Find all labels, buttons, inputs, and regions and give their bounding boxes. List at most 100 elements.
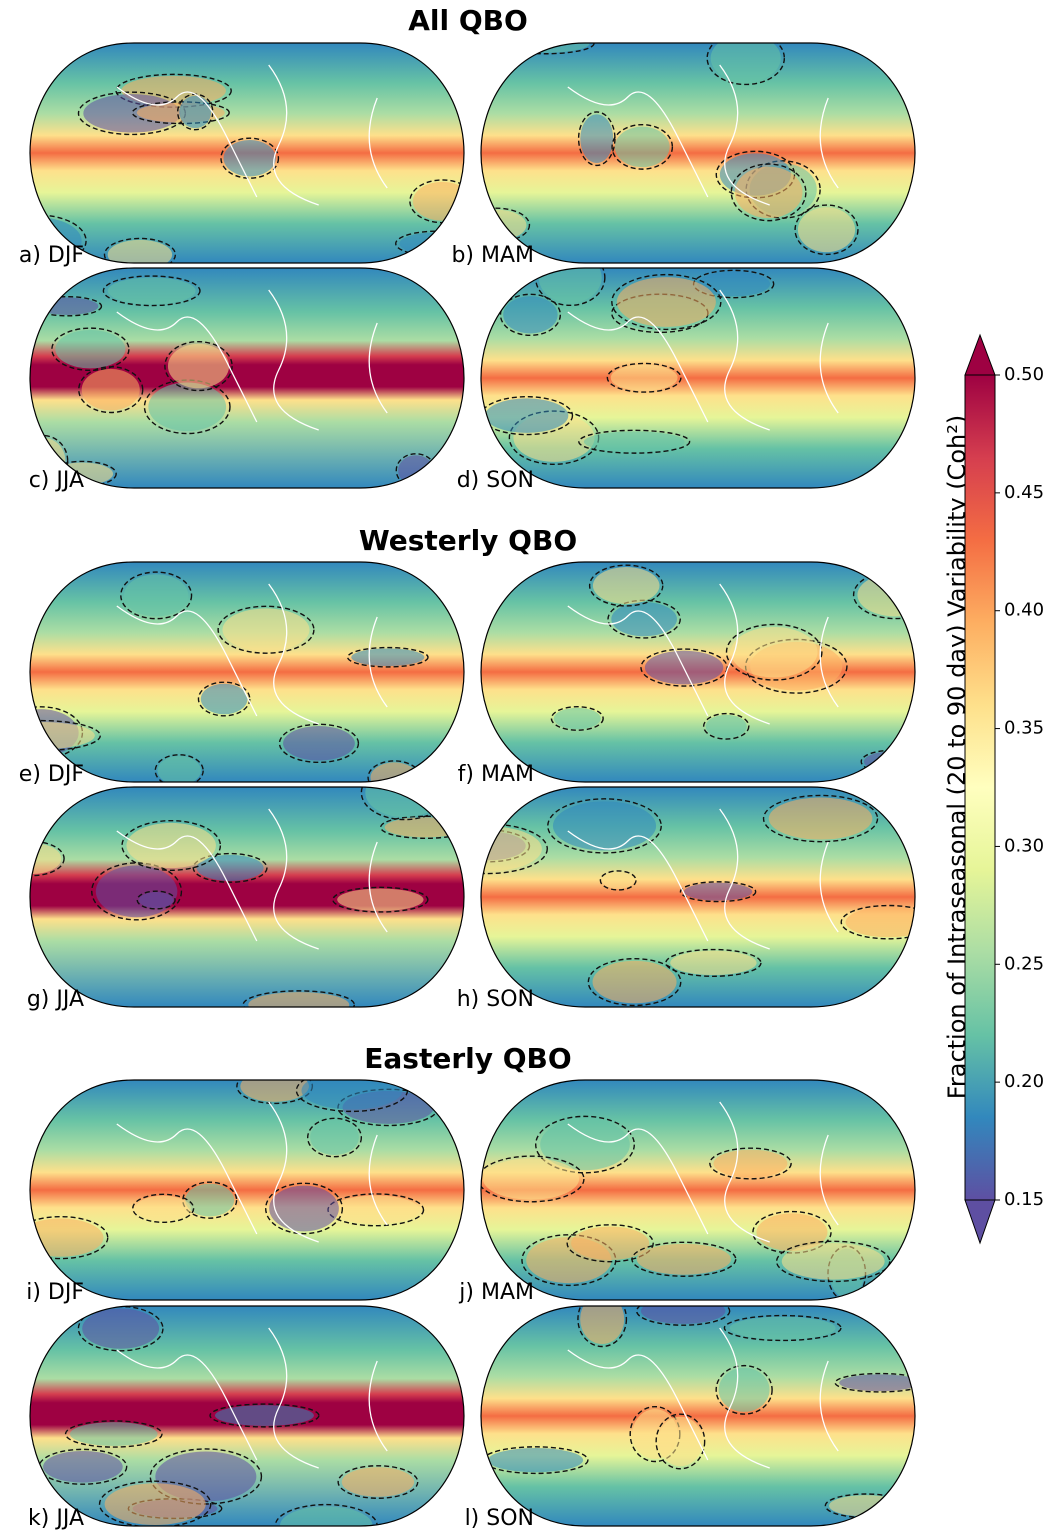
map-panel (30, 562, 464, 782)
contour (220, 137, 280, 179)
map-blob (580, 1306, 625, 1345)
map-blob (398, 455, 434, 486)
map-blob (107, 239, 173, 263)
contour (730, 163, 807, 222)
map-blob (82, 1308, 160, 1349)
contour (611, 273, 722, 331)
contour (547, 798, 662, 854)
map-blob (185, 1183, 235, 1217)
map-outline (29, 1305, 465, 1527)
contour (578, 429, 691, 454)
map-blob (55, 330, 126, 369)
map-blob (580, 114, 614, 163)
contour (762, 794, 879, 843)
group-title: All QBO (408, 4, 528, 37)
coastline (567, 583, 839, 725)
map-panel (30, 1306, 464, 1526)
map-blob (540, 1118, 630, 1171)
map-blob (179, 95, 212, 129)
map-blob (222, 608, 310, 652)
map-outline (480, 561, 916, 783)
map-blob (487, 1448, 584, 1473)
map-blob (107, 277, 196, 305)
contour (332, 886, 429, 913)
colorbar-tick-label: 0.35 (1004, 718, 1044, 739)
coastline (567, 1101, 839, 1243)
contour (723, 1314, 842, 1342)
contour (752, 1210, 832, 1254)
contour (499, 293, 562, 337)
map-blob (280, 1506, 373, 1526)
map-blob (485, 398, 569, 433)
contour (132, 1193, 195, 1224)
contour (337, 1465, 419, 1499)
map-blob (797, 207, 856, 253)
map-blob (705, 714, 747, 738)
colorbar-tick-label: 0.45 (1004, 482, 1044, 503)
contour (535, 1115, 636, 1174)
contour (702, 712, 750, 740)
contour (278, 723, 360, 764)
map-blob (36, 297, 99, 315)
coastline (567, 64, 839, 206)
contour (346, 646, 429, 668)
map-blob (81, 368, 140, 411)
contour (242, 990, 356, 1007)
map-blob (538, 268, 602, 303)
map-blob (43, 1450, 123, 1483)
map-blob (283, 726, 355, 761)
contour (91, 862, 183, 921)
panel-label: c) JJA (29, 468, 84, 493)
map-outline (29, 786, 465, 1008)
panel-label: h) SON (457, 987, 534, 1012)
contour (121, 819, 222, 872)
map-outline (480, 42, 916, 264)
contour (587, 957, 682, 1007)
map-blob (138, 891, 174, 909)
map-blob (713, 1149, 788, 1178)
contour (588, 564, 664, 607)
coastline (116, 583, 388, 725)
contour (481, 396, 574, 436)
map-blob (602, 871, 635, 890)
contour (98, 1480, 212, 1526)
contour (481, 1155, 585, 1203)
map-blob (351, 648, 425, 667)
contour (30, 434, 69, 487)
map-blob (616, 277, 716, 327)
map-blob (583, 431, 685, 453)
panel-label: k) JJA (28, 1506, 84, 1531)
contour (599, 870, 637, 891)
colorbar-extend-min (964, 1199, 996, 1245)
map-panel (30, 43, 464, 263)
contour (64, 1420, 163, 1448)
coastline (116, 808, 388, 950)
panel-label: d) SON (457, 468, 534, 493)
contour (834, 1372, 915, 1393)
contour (149, 1448, 263, 1505)
map-blob (196, 854, 264, 881)
map-panel (481, 268, 915, 488)
map-blob (614, 126, 670, 168)
contour (217, 605, 315, 654)
map-blob (734, 166, 803, 219)
map-blob (167, 343, 230, 389)
map-blob (730, 626, 818, 678)
contour (550, 706, 604, 731)
map-blob (863, 751, 915, 772)
panel-label: a) DJF (19, 243, 84, 268)
map-blob (148, 382, 227, 432)
map-blob (135, 1195, 191, 1222)
colorbar-tick-label: 0.30 (1004, 835, 1044, 856)
panel-label: f) MAM (458, 762, 534, 787)
map-outline (480, 786, 916, 1008)
map-blob (552, 801, 657, 851)
colorbar-tick-label: 0.40 (1004, 600, 1044, 621)
contour (481, 823, 548, 875)
group-title: Easterly QBO (364, 1042, 571, 1075)
map-blob (839, 1374, 915, 1392)
map-blob (768, 797, 873, 840)
map-blob (481, 209, 527, 241)
map-blob (412, 181, 464, 221)
map-blob (104, 1483, 206, 1526)
